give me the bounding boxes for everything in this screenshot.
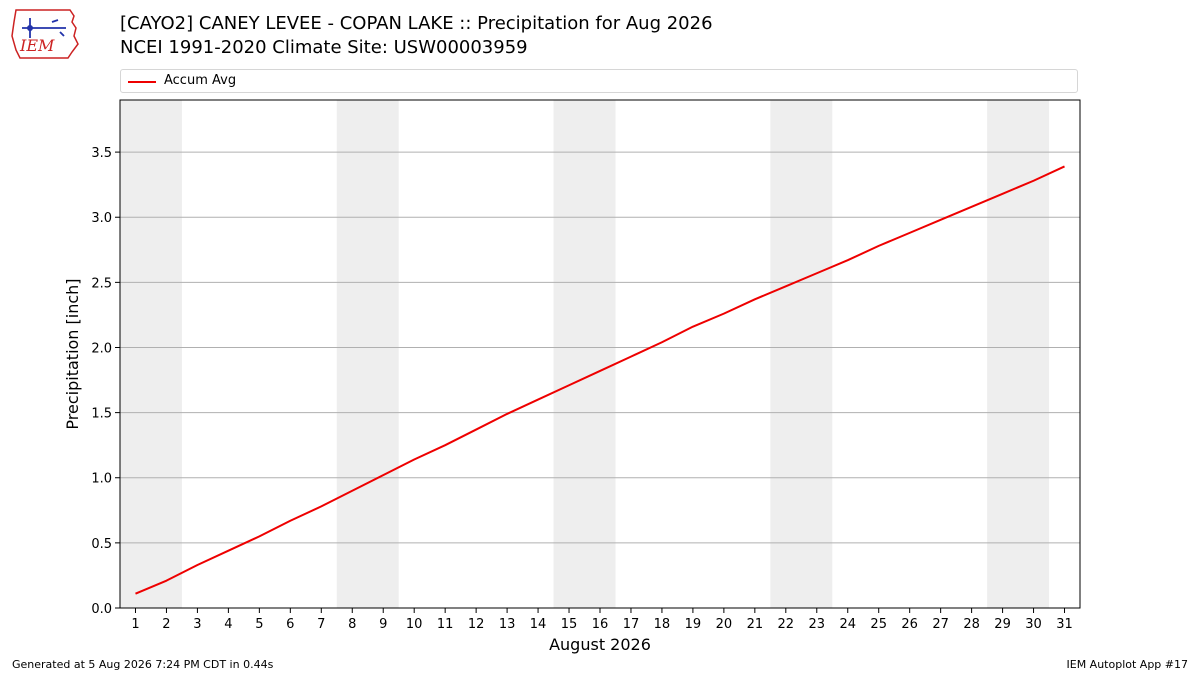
x-tick-label: 8 (348, 617, 356, 632)
y-axis-label: Precipitation [inch] (63, 278, 82, 429)
x-tick-label: 27 (932, 617, 949, 632)
y-tick-label: 3.0 (91, 211, 112, 226)
x-tick-label: 3 (193, 617, 201, 632)
series-line-accum-avg (135, 165, 1065, 595)
x-axis: 1 2 3 4 5 6 7 8 9 10 11 12 13 14 15 16 17 18 19 20 21 22 23 24 2… (131, 608, 1073, 632)
x-tick-label: 1 (131, 617, 139, 632)
footer-app-text: IEM Autoplot App #17 (1066, 658, 1189, 671)
y-tick-label: 2.5 (91, 276, 112, 291)
weekend-bands (120, 100, 1050, 608)
x-tick-label: 19 (685, 617, 702, 632)
x-tick-label: 30 (1025, 617, 1042, 632)
x-tick-label: 18 (654, 617, 671, 632)
y-axis: 0.0 0.5 1.0 1.5 2.0 2.5 3.0 3.5 (91, 146, 120, 617)
x-tick-label: 14 (530, 617, 547, 632)
weekend-band-4 (770, 100, 833, 608)
x-tick-label: 26 (901, 617, 918, 632)
y-tick-label: 1.0 (91, 472, 112, 487)
weekend-band-2 (336, 100, 399, 608)
x-tick-label: 28 (963, 617, 980, 632)
logo-state-outline (11, 9, 79, 59)
x-tick-label: 29 (994, 617, 1011, 632)
iem-logo: IEM (11, 9, 79, 59)
weekend-band-1 (120, 100, 182, 608)
x-tick-label: 5 (255, 617, 263, 632)
x-tick-label: 21 (747, 617, 764, 632)
x-tick-label: 7 (317, 617, 325, 632)
x-tick-label: 15 (561, 617, 578, 632)
y-tick-label: 1.5 (91, 407, 112, 422)
chart-title: [CAYO2] CANEY LEVEE - COPAN LAKE :: Prec… (120, 13, 713, 34)
logo-station-dot-icon (27, 25, 33, 31)
x-tick-label: 12 (468, 617, 485, 632)
y-tick-label: 3.5 (91, 146, 112, 161)
x-tick-label: 6 (286, 617, 294, 632)
chart-legend: Accum Avg (120, 69, 1078, 93)
x-axis-label: August 2026 (549, 635, 651, 654)
logo-text: IEM (19, 36, 55, 55)
x-tick-label: 4 (224, 617, 232, 632)
x-tick-label: 20 (716, 617, 733, 632)
chart-subtitle: NCEI 1991-2020 Climate Site: USW00003959 (120, 37, 528, 58)
y-tick-label: 0.0 (91, 602, 112, 617)
footer-generated-text: Generated at 5 Aug 2026 7:24 PM CDT in 0… (12, 658, 274, 671)
x-tick-label: 10 (406, 617, 423, 632)
x-tick-label: 25 (870, 617, 887, 632)
x-tick-label: 31 (1056, 617, 1073, 632)
x-tick-label: 13 (499, 617, 516, 632)
x-tick-label: 11 (437, 617, 454, 632)
x-tick-label: 2 (162, 617, 170, 632)
y-tick-label: 2.0 (91, 341, 112, 356)
y-gridlines (120, 151, 1080, 609)
x-tick-label: 24 (839, 617, 856, 632)
x-tick-label: 9 (379, 617, 387, 632)
x-tick-label: 17 (623, 617, 640, 632)
legend-label-accum-avg: Accum Avg (164, 73, 237, 88)
x-tick-label: 16 (592, 617, 609, 632)
legend-swatch-accum-avg (128, 81, 156, 83)
x-tick-label: 23 (809, 617, 826, 632)
weekend-band-3 (553, 100, 616, 608)
y-tick-label: 0.5 (91, 537, 112, 552)
x-tick-label: 22 (778, 617, 795, 632)
weekend-band-5 (987, 100, 1050, 608)
series-layer (135, 165, 1065, 595)
